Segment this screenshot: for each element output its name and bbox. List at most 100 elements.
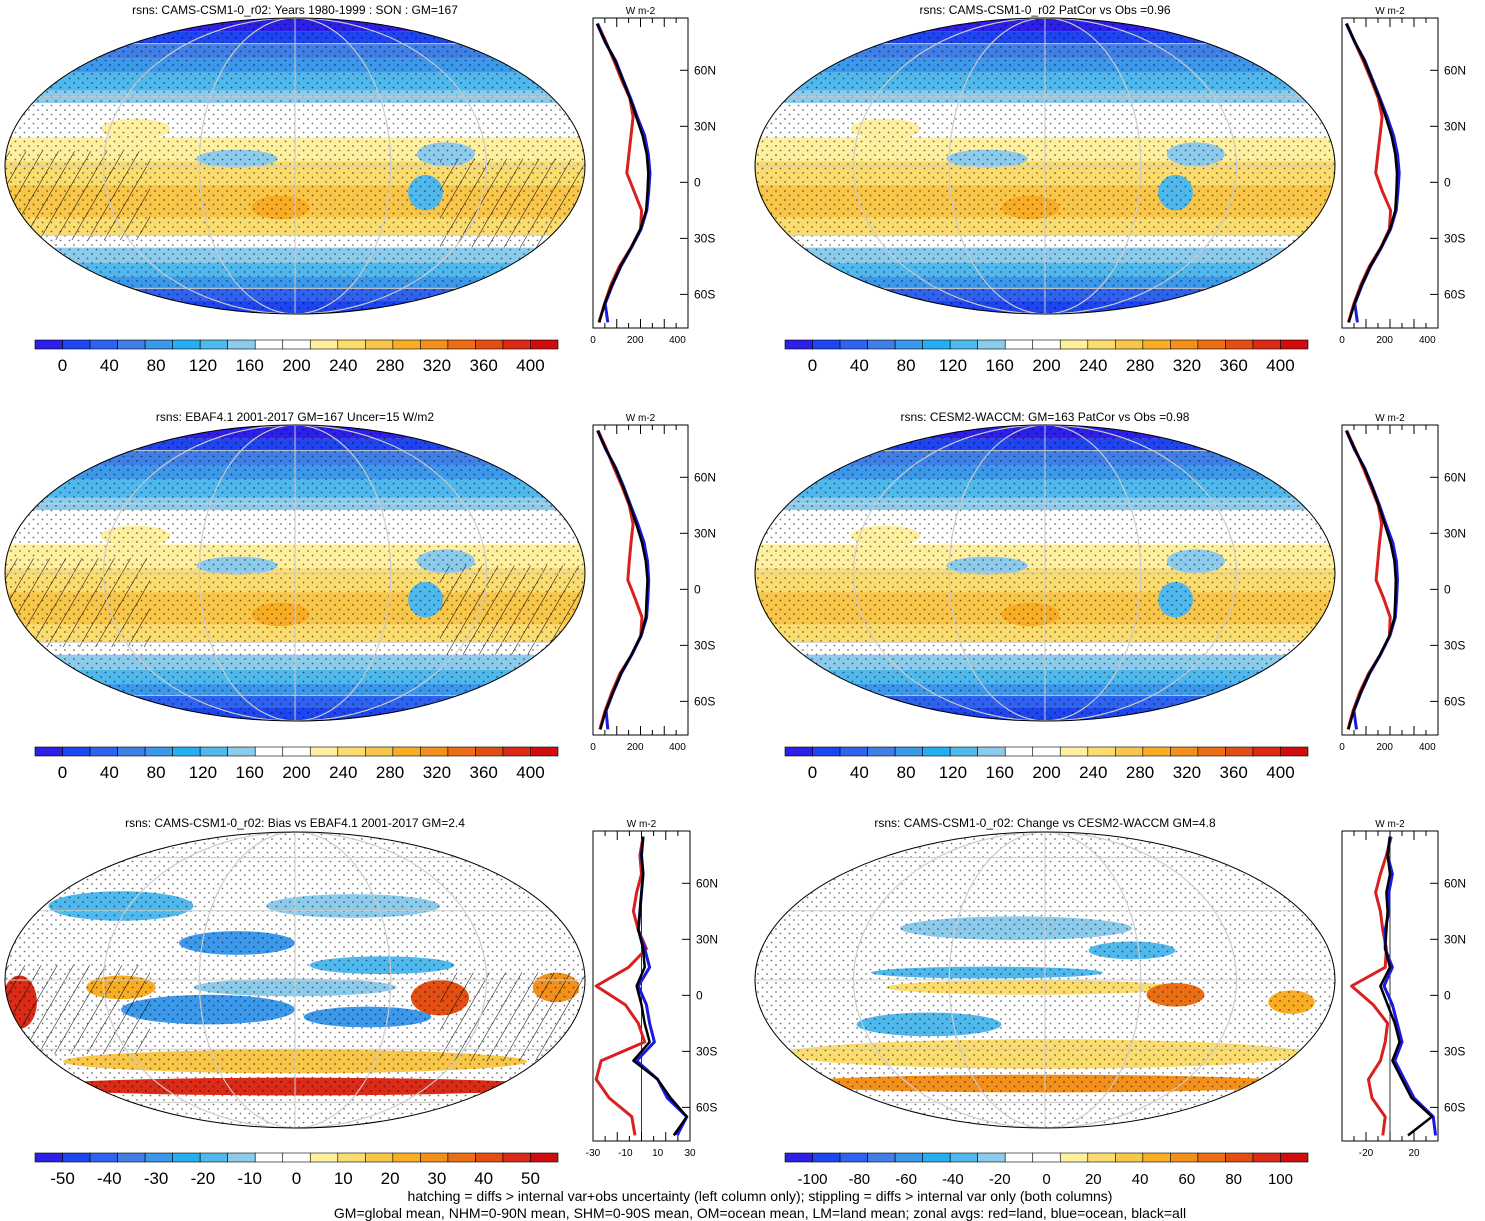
colorbar-segment [922, 1152, 951, 1163]
colorbar-tick-label: -60 [895, 1171, 917, 1188]
colorbar-segment [1032, 339, 1061, 350]
colorbar-tick-label: 120 [189, 763, 217, 782]
zonal-x-tick-label: 200 [627, 742, 644, 753]
zonal-lat-tick-label: 60N [1444, 470, 1466, 484]
zonal-frame [1341, 424, 1439, 736]
zonal-units-label: W m-2 [1375, 413, 1405, 424]
zonal-lat-tick-label: 30N [694, 526, 716, 540]
zonal-series-ocean [1382, 836, 1438, 1136]
colorbar-segment [34, 1152, 63, 1163]
colorbar-segment [282, 339, 311, 350]
colorbar-tick-label: 40 [474, 1169, 493, 1188]
zonal-lat-tick-label: 30N [1444, 932, 1466, 946]
colorbar-segment [1252, 1152, 1281, 1163]
colorbar-segment [977, 339, 1006, 350]
colorbar-segment [282, 746, 311, 757]
colorbar-tick-label: 120 [939, 356, 967, 375]
colorbar-tick-label: 0 [58, 763, 67, 782]
colorbar-tick-label: 240 [329, 356, 357, 375]
colorbar-tick-label: -30 [144, 1169, 169, 1188]
zonal-lat-tick-label: 30N [696, 932, 718, 946]
map-border [4, 424, 586, 722]
colorbar-segment [922, 339, 951, 350]
colorbar-segment [1280, 1152, 1309, 1163]
zonal-lat-tick-label: 60S [1444, 287, 1465, 301]
colorbar-segment [227, 746, 256, 757]
colorbar-tick-label: 240 [1079, 763, 1107, 782]
colorbar-segment [530, 339, 559, 350]
colorbar-segment [1115, 746, 1144, 757]
colorbar-segment [172, 1152, 201, 1163]
colorbar-segment [254, 339, 284, 350]
colorbar-segment [1225, 1152, 1254, 1163]
colorbar-segment [392, 1152, 421, 1163]
colorbar-segment [1142, 339, 1171, 350]
colorbar-segment [839, 746, 868, 757]
panel-4: rsns: CAMS-CSM1-0_r02: Bias vs EBAF4.1 2… [4, 816, 718, 1188]
colorbar-tick-label: 80 [147, 356, 166, 375]
hatching-overlay [5, 151, 150, 240]
colorbar-tick-label: 160 [986, 763, 1014, 782]
colorbar-tick-label: 40 [850, 356, 869, 375]
colorbar-segment [1142, 1152, 1171, 1163]
colorbar-segment [1225, 746, 1254, 757]
colorbar-tick-label: 80 [897, 356, 916, 375]
zonal-x-tick-label: 0 [590, 742, 596, 753]
colorbar-segment [1142, 746, 1171, 757]
zonal-mean-plot: W m-2 0 200 400 60N 30N 0 30S 60S [590, 413, 716, 753]
colorbar-segment [1059, 746, 1089, 757]
colorbar-tick-label: 40 [100, 356, 119, 375]
colorbar-segment [784, 339, 813, 350]
colorbar-segment [502, 746, 531, 757]
colorbar-segment [144, 746, 173, 757]
colorbar-segment [89, 339, 118, 350]
zonal-x-tick-label: 30 [684, 1148, 696, 1159]
colorbar-tick-label: 280 [376, 356, 404, 375]
hatching-overlay [440, 972, 585, 1062]
colorbar-segment [447, 746, 476, 757]
colorbar-tick-label: 280 [376, 763, 404, 782]
colorbar-segment [867, 746, 896, 757]
zonal-x-tick-label: 0 [1339, 335, 1345, 346]
colorbar-tick-label: 400 [1266, 763, 1294, 782]
map-border [4, 831, 586, 1129]
zonal-x-tick-label: -20 [1359, 1148, 1374, 1159]
zonal-lat-tick-label: 30S [1444, 1044, 1465, 1058]
colorbar-segment [839, 339, 868, 350]
colorbar-tick-label: -20 [989, 1171, 1011, 1188]
colorbar-tick-label: 40 [1132, 1171, 1149, 1188]
zonal-lat-tick-label: 30S [1444, 231, 1465, 245]
zonal-x-tick-label: 0 [1339, 742, 1345, 753]
colorbar-tick-label: 360 [1219, 356, 1247, 375]
colorbar-tick-label: 400 [1266, 356, 1294, 375]
zonal-units-label: W m-2 [626, 413, 656, 424]
colorbar-tick-label: 320 [1173, 763, 1201, 782]
zonal-x-tick-label: 200 [627, 335, 644, 346]
zonal-x-tick-label: 200 [1376, 742, 1393, 753]
colorbar-segment [1280, 339, 1309, 350]
zonal-series-all [632, 836, 689, 1137]
colorbar-tick-label: 120 [939, 763, 967, 782]
colorbar-segment [475, 746, 504, 757]
map-panel [4, 424, 586, 722]
colorbar-segment [1170, 339, 1199, 350]
colorbar-segment [812, 1152, 841, 1163]
colorbar-tick-label: 320 [423, 356, 451, 375]
colorbar-segment [172, 746, 201, 757]
panel-title: rsns: CESM2-WACCM: GM=163 PatCor vs Obs … [901, 410, 1190, 424]
colorbar-segment [949, 1152, 978, 1163]
colorbar-tick-label: 400 [516, 763, 544, 782]
map-border [754, 831, 1336, 1129]
colorbar-segment [1170, 746, 1199, 757]
colorbar-segment [784, 746, 813, 757]
colorbar-tick-label: 400 [516, 356, 544, 375]
colorbar-segment [894, 339, 923, 350]
colorbar: -50 -40 -30 -20 -10 0 10 20 30 40 50 [34, 1152, 559, 1188]
zonal-series-all [596, 23, 650, 323]
colorbar-segment [949, 339, 978, 350]
zonal-x-tick-label: 400 [669, 335, 686, 346]
zonal-lat-tick-label: 30S [1444, 638, 1465, 652]
zonal-lat-tick-label: 60S [694, 694, 715, 708]
zonal-series-land [594, 836, 648, 1136]
colorbar-segment [309, 746, 339, 757]
